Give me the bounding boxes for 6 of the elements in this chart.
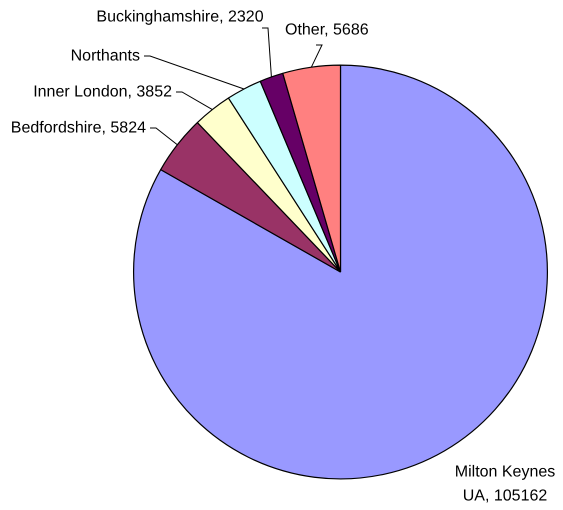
slice-label: Other, 5686 <box>285 21 369 38</box>
slice-label: Bedfordshire, 5824 <box>10 119 146 136</box>
slice-label: Northants <box>70 47 140 64</box>
slice-label: Buckinghamshire, 2320 <box>96 8 264 26</box>
slice-label: Inner London, 3852 <box>33 83 172 100</box>
slice-label: Milton Keynes UA, 105162 <box>454 463 556 504</box>
